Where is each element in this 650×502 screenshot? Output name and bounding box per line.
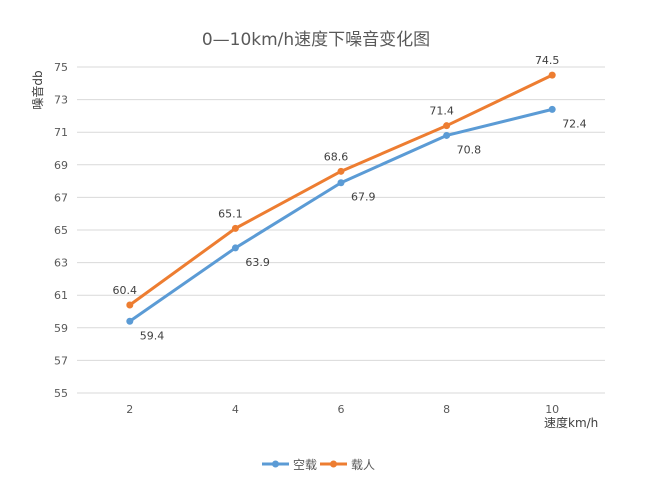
data-point [337, 167, 345, 175]
data-point [126, 301, 134, 309]
y-tick-label: 57 [54, 354, 68, 367]
x-tick-label: 6 [338, 403, 345, 416]
data-point [337, 179, 345, 187]
data-label: 74.5 [535, 54, 560, 67]
y-tick-label: 73 [54, 94, 68, 107]
legend: 空载 载人 [262, 458, 375, 472]
x-tick-label: 10 [545, 403, 559, 416]
y-tick-label: 75 [54, 61, 68, 74]
data-label: 68.6 [324, 150, 349, 163]
data-label: 70.8 [457, 143, 482, 156]
series-line [128, 107, 553, 323]
data-label: 60.4 [113, 284, 138, 297]
legend-label: 空载 [293, 458, 317, 472]
legend-marker [330, 460, 337, 468]
data-point [231, 244, 239, 252]
data-label: 63.9 [245, 256, 270, 269]
x-tick-label: 4 [232, 403, 239, 416]
y-tick-label: 65 [54, 224, 68, 237]
y-tick-label: 63 [54, 257, 68, 270]
legend-label: 载人 [351, 458, 375, 472]
data-point [443, 131, 451, 139]
data-point [548, 105, 556, 113]
data-label: 65.1 [218, 207, 243, 220]
data-point [126, 317, 134, 325]
y-tick-label: 61 [54, 289, 68, 302]
data-point [443, 122, 451, 130]
data-point [548, 71, 556, 79]
x-tick-label: 2 [126, 403, 133, 416]
data-label: 59.4 [140, 329, 165, 342]
y-tick-label: 67 [54, 191, 68, 204]
data-label: 71.4 [429, 105, 454, 118]
data-point [231, 224, 239, 232]
y-tick-label: 59 [54, 322, 68, 335]
y-tick-label: 69 [54, 159, 68, 172]
x-tick-label: 8 [443, 403, 450, 416]
data-label: 72.4 [562, 117, 587, 130]
y-tick-label: 71 [54, 126, 68, 139]
legend-marker [272, 460, 279, 468]
chart-title: 0—10km/h速度下噪音变化图 [202, 30, 430, 50]
series-line [128, 73, 553, 307]
x-axis-label: 速度km/h [544, 415, 598, 430]
y-tick-label: 55 [54, 387, 68, 400]
data-label: 67.9 [351, 191, 376, 204]
y-axis-label: 噪音db [30, 70, 45, 109]
